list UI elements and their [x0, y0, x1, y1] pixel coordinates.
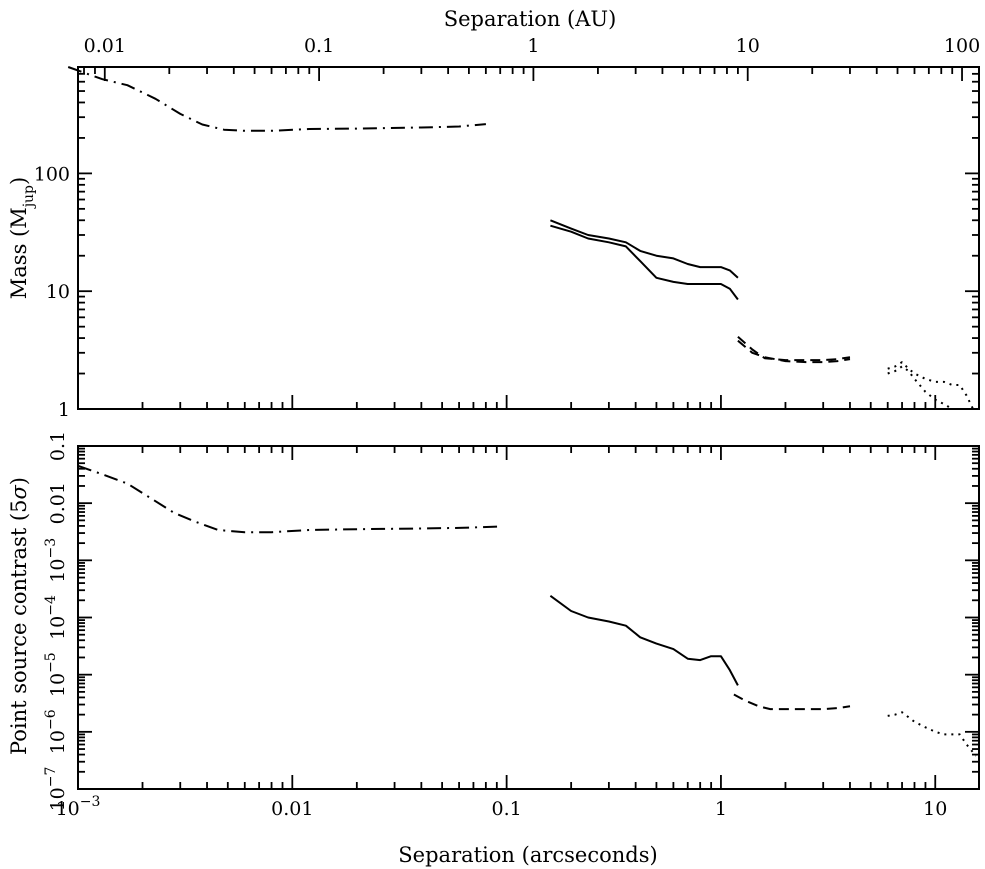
contrast-tick-label: 0.01	[47, 482, 69, 524]
arcsec-tick-label: 0.01	[271, 798, 313, 820]
mass-line-dotted	[887, 361, 974, 410]
mass-series	[67, 66, 974, 410]
contrast-tick-labels: 10−7 10−6 10−5 10−4 10−3 0.01 0.1	[43, 431, 69, 812]
contrast-line-dashed	[733, 693, 851, 711]
contrast-panel-ticks	[77, 445, 979, 790]
mass-line-dashed	[737, 336, 851, 362]
arcsec-tick-labels: 10−3 0.01 0.1 1 10	[56, 794, 948, 820]
contrast-line-solid	[549, 594, 739, 686]
contrast-line-dotted	[887, 711, 977, 757]
contrast-panel: 10−710−610−510−410−30.010.1 10−3 0.01 0.1 1…	[7, 431, 980, 867]
mass-tick-label: 100	[34, 163, 70, 185]
mass-axis-label: Mass (Mjup)	[7, 177, 37, 299]
mass-line-dashed	[737, 339, 851, 364]
arcsec-tick-label: 0.1	[492, 798, 522, 820]
contrast-tick-label: 10−3	[43, 538, 69, 583]
contrast-plot-frame	[77, 445, 980, 790]
contrast-tick-label: 10−6	[43, 709, 69, 754]
arcsec-tick-label: 1	[715, 798, 727, 820]
x-axis-title: Separation (arcseconds)	[398, 843, 657, 867]
contrast-tick-label: 10−7	[43, 767, 69, 812]
contrast-tick-label: 10−4	[43, 595, 69, 640]
au-tick-label: 100	[944, 35, 980, 57]
mass-line-dash-dot	[67, 66, 486, 132]
mass-panel-ticks	[77, 66, 979, 410]
contrast-tick-label: 0.1	[47, 431, 69, 461]
au-tick-labels: 0.01 0.1 1 10 100	[84, 35, 981, 57]
mass-panel: Separation (AU) 0.01 0.1 1 10 100 1 10 100 Mas…	[7, 7, 980, 421]
contrast-series	[77, 464, 977, 757]
arcsec-tick-label: 10−3	[56, 794, 101, 820]
mass-line-dotted	[887, 365, 973, 410]
top-axis-title: Separation (AU)	[444, 7, 617, 31]
contrast-tick-label: 10−5	[43, 652, 69, 697]
au-tick-label: 1	[527, 35, 539, 57]
au-tick-label: 0.1	[304, 35, 334, 57]
contrast-line-dash-dot	[77, 464, 502, 534]
mass-line-solid	[550, 219, 739, 279]
contrast-axis-label: Point source contrast (5σ)	[7, 477, 31, 755]
mass-tick-label: 10	[46, 281, 70, 303]
mass-line-solid	[550, 224, 739, 301]
mass-plot-frame	[77, 66, 980, 410]
mass-tick-label: 1	[58, 399, 70, 421]
mass-tick-labels: 1 10 100	[34, 163, 70, 421]
au-tick-label: 10	[736, 35, 760, 57]
au-tick-label: 0.01	[84, 35, 126, 57]
arcsec-tick-label: 10	[923, 798, 947, 820]
